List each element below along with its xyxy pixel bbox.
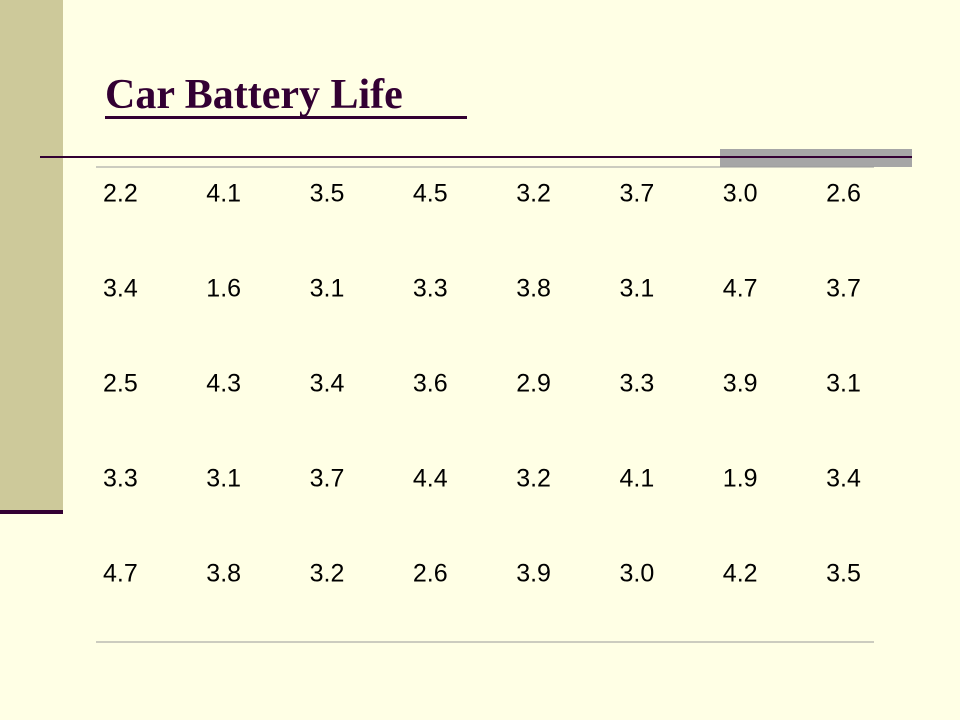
table-cell: 3.4 (826, 465, 861, 493)
side-bar (0, 0, 63, 510)
side-bar-accent (0, 510, 63, 514)
table-cell: 4.1 (206, 180, 241, 208)
table-cell: 4.4 (413, 465, 448, 493)
table-cell: 4.5 (413, 180, 448, 208)
table-cell: 3.3 (103, 465, 138, 493)
table-cell: 3.8 (206, 560, 241, 588)
table-cell: 3.5 (310, 180, 345, 208)
table-cell: 3.3 (620, 370, 655, 398)
table-cell: 4.3 (206, 370, 241, 398)
table-cell: 3.2 (516, 465, 551, 493)
table-cell: 1.9 (723, 465, 758, 493)
table-cell: 2.6 (413, 560, 448, 588)
table-cell: 3.4 (103, 275, 138, 303)
table-cell: 3.6 (413, 370, 448, 398)
table-cell: 2.9 (516, 370, 551, 398)
table-cell: 3.1 (310, 275, 345, 303)
table-cell: 3.0 (620, 560, 655, 588)
table-cell: 4.1 (620, 465, 655, 493)
table-cell: 2.2 (103, 180, 138, 208)
table-cell: 3.9 (723, 370, 758, 398)
table-cell: 3.5 (826, 560, 861, 588)
table: 2.2 4.1 3.5 4.5 3.2 3.7 3.0 2.6 3.4 1.6 3.1 3.3 3.8 3… (103, 180, 861, 588)
title: Car Battery Life (105, 72, 403, 118)
table-cell: 2.5 (103, 370, 138, 398)
table-cell: 4.7 (103, 560, 138, 588)
table-cell: 2.6 (826, 180, 861, 208)
table-cell: 1.6 (206, 275, 241, 303)
table-cell: 4.2 (723, 560, 758, 588)
table-cell: 3.7 (620, 180, 655, 208)
table-cell: 4.7 (723, 275, 758, 303)
table-cell: 3.9 (516, 560, 551, 588)
title-underline (105, 116, 467, 119)
table-cell: 3.0 (723, 180, 758, 208)
table-cell: 3.8 (516, 275, 551, 303)
table-cell: 3.1 (206, 465, 241, 493)
table-cell: 3.3 (413, 275, 448, 303)
table-cell: 3.2 (310, 560, 345, 588)
table-cell: 3.1 (826, 370, 861, 398)
table-cell: 3.7 (826, 275, 861, 303)
table-cell: 3.7 (310, 465, 345, 493)
table-cell: 3.2 (516, 180, 551, 208)
table-cell: 3.1 (620, 275, 655, 303)
table-cell: 3.4 (310, 370, 345, 398)
